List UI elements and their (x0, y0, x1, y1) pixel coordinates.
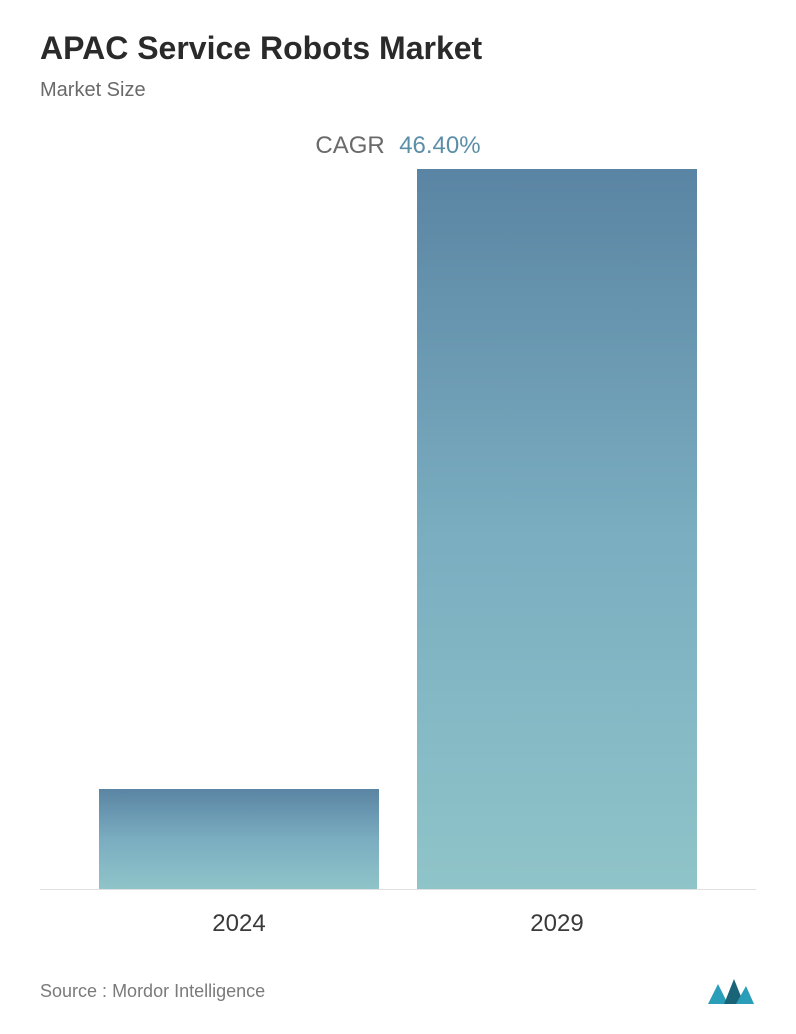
cagr-container: CAGR 46.40% (40, 132, 756, 160)
chart-subtitle: Market Size (40, 79, 756, 102)
brand-logo-icon (706, 974, 756, 1009)
x-label-0: 2024 (99, 910, 379, 938)
footer: Source : Mordor Intelligence (40, 974, 756, 1009)
bar-2029 (417, 169, 697, 889)
cagr-label: CAGR (315, 132, 384, 159)
source-value: Mordor Intelligence (112, 981, 265, 1001)
bar-group-0 (99, 789, 379, 889)
source-label: Source : (40, 981, 107, 1001)
chart-area (40, 170, 756, 890)
x-label-1: 2029 (417, 910, 697, 938)
source-text: Source : Mordor Intelligence (40, 981, 265, 1002)
bar-2024 (99, 789, 379, 889)
cagr-value: 46.40% (399, 132, 480, 159)
chart-title: APAC Service Robots Market (40, 30, 756, 67)
bar-group-1 (417, 169, 697, 889)
x-axis-labels: 2024 2029 (40, 890, 756, 938)
